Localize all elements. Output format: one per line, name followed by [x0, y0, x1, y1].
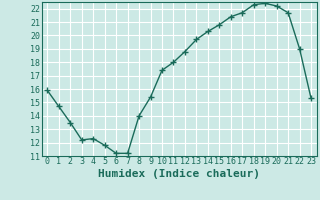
X-axis label: Humidex (Indice chaleur): Humidex (Indice chaleur)	[98, 169, 260, 179]
